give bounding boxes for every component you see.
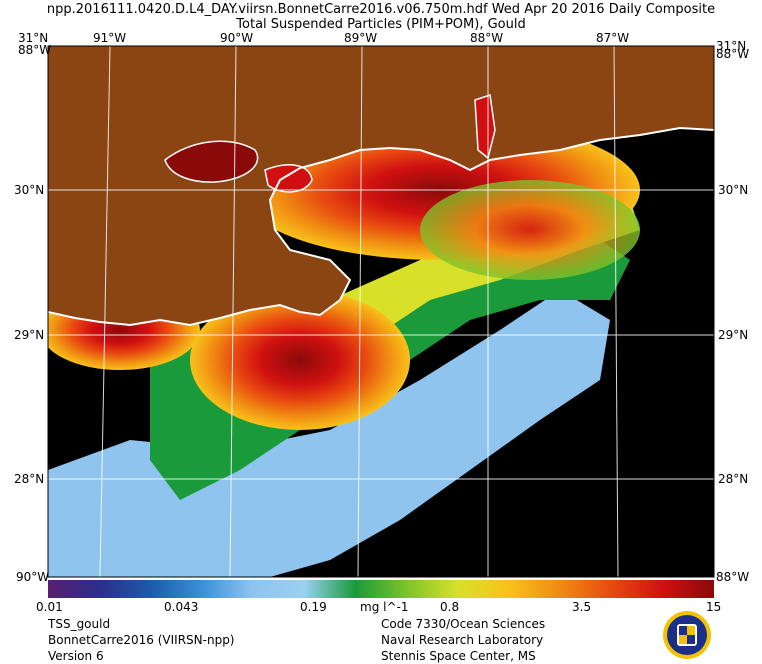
lat-label-left: 28°N — [14, 472, 45, 486]
lon-corner-bottom-right: 88°W — [716, 570, 750, 584]
lon-label-top: 89°W — [344, 31, 378, 45]
lat-label-right: 30°N — [718, 183, 749, 197]
lake-borgne — [264, 164, 313, 193]
colorbar-units: mg l^-1 — [360, 600, 409, 614]
lon-label-top: 88°W — [470, 31, 504, 45]
footer-product: TSS_gould — [48, 617, 111, 631]
clear-water-patch — [48, 290, 610, 577]
lon-corner-top-right: 88°W — [716, 47, 750, 61]
colorbar-tick: 0.19 — [300, 600, 327, 614]
colorbar-tick: 3.5 — [572, 600, 592, 614]
shelf-plume — [420, 180, 640, 280]
mississippi-plume — [190, 290, 410, 430]
footer-org-code: Code 7330/Ocean Sciences — [381, 617, 546, 631]
lat-label-right: 29°N — [718, 328, 749, 342]
lat-label-left: 29°N — [14, 328, 45, 342]
lat-corner-top-left: 31°N — [18, 31, 49, 45]
lat-corner-top-right: 31°N — [716, 39, 747, 53]
map-title-line-1: npp.2016111.0420.D.L4_DAY.viirsn.BonnetC… — [46, 2, 716, 17]
map-title-line-2: Total Suspended Particles (PIM+POM), Gou… — [236, 17, 526, 32]
lat-label-right: 28°N — [718, 472, 749, 486]
lon-label-top: 90°W — [220, 31, 254, 45]
nrl-logo-icon — [663, 611, 711, 659]
footer-version: Version 6 — [48, 649, 104, 663]
footer-region: BonnetCarre2016 (VIIRSN-npp) — [48, 633, 235, 647]
lon-label-top: 91°W — [93, 31, 127, 45]
map-frame — [47, 45, 715, 578]
footer-org-location: Stennis Space Center, MS — [381, 649, 536, 663]
colorbar-tick: 0.8 — [440, 600, 460, 614]
footer-org-name: Naval Research Laboratory — [381, 633, 544, 647]
lon-label-top: 87°W — [596, 31, 630, 45]
colorbar — [48, 580, 714, 598]
graticule — [48, 45, 714, 578]
lon-corner-bottom-left: 90°W — [16, 570, 50, 584]
land-mass — [48, 46, 714, 325]
colorbar-tick: 0.043 — [164, 600, 199, 614]
colorbar-tick: 15 — [706, 600, 722, 614]
lon-corner-top-left: 88°W — [18, 43, 52, 57]
lat-label-left: 30°N — [14, 183, 45, 197]
coastline — [48, 126, 714, 327]
colorbar-tick: 0.01 — [36, 600, 63, 614]
